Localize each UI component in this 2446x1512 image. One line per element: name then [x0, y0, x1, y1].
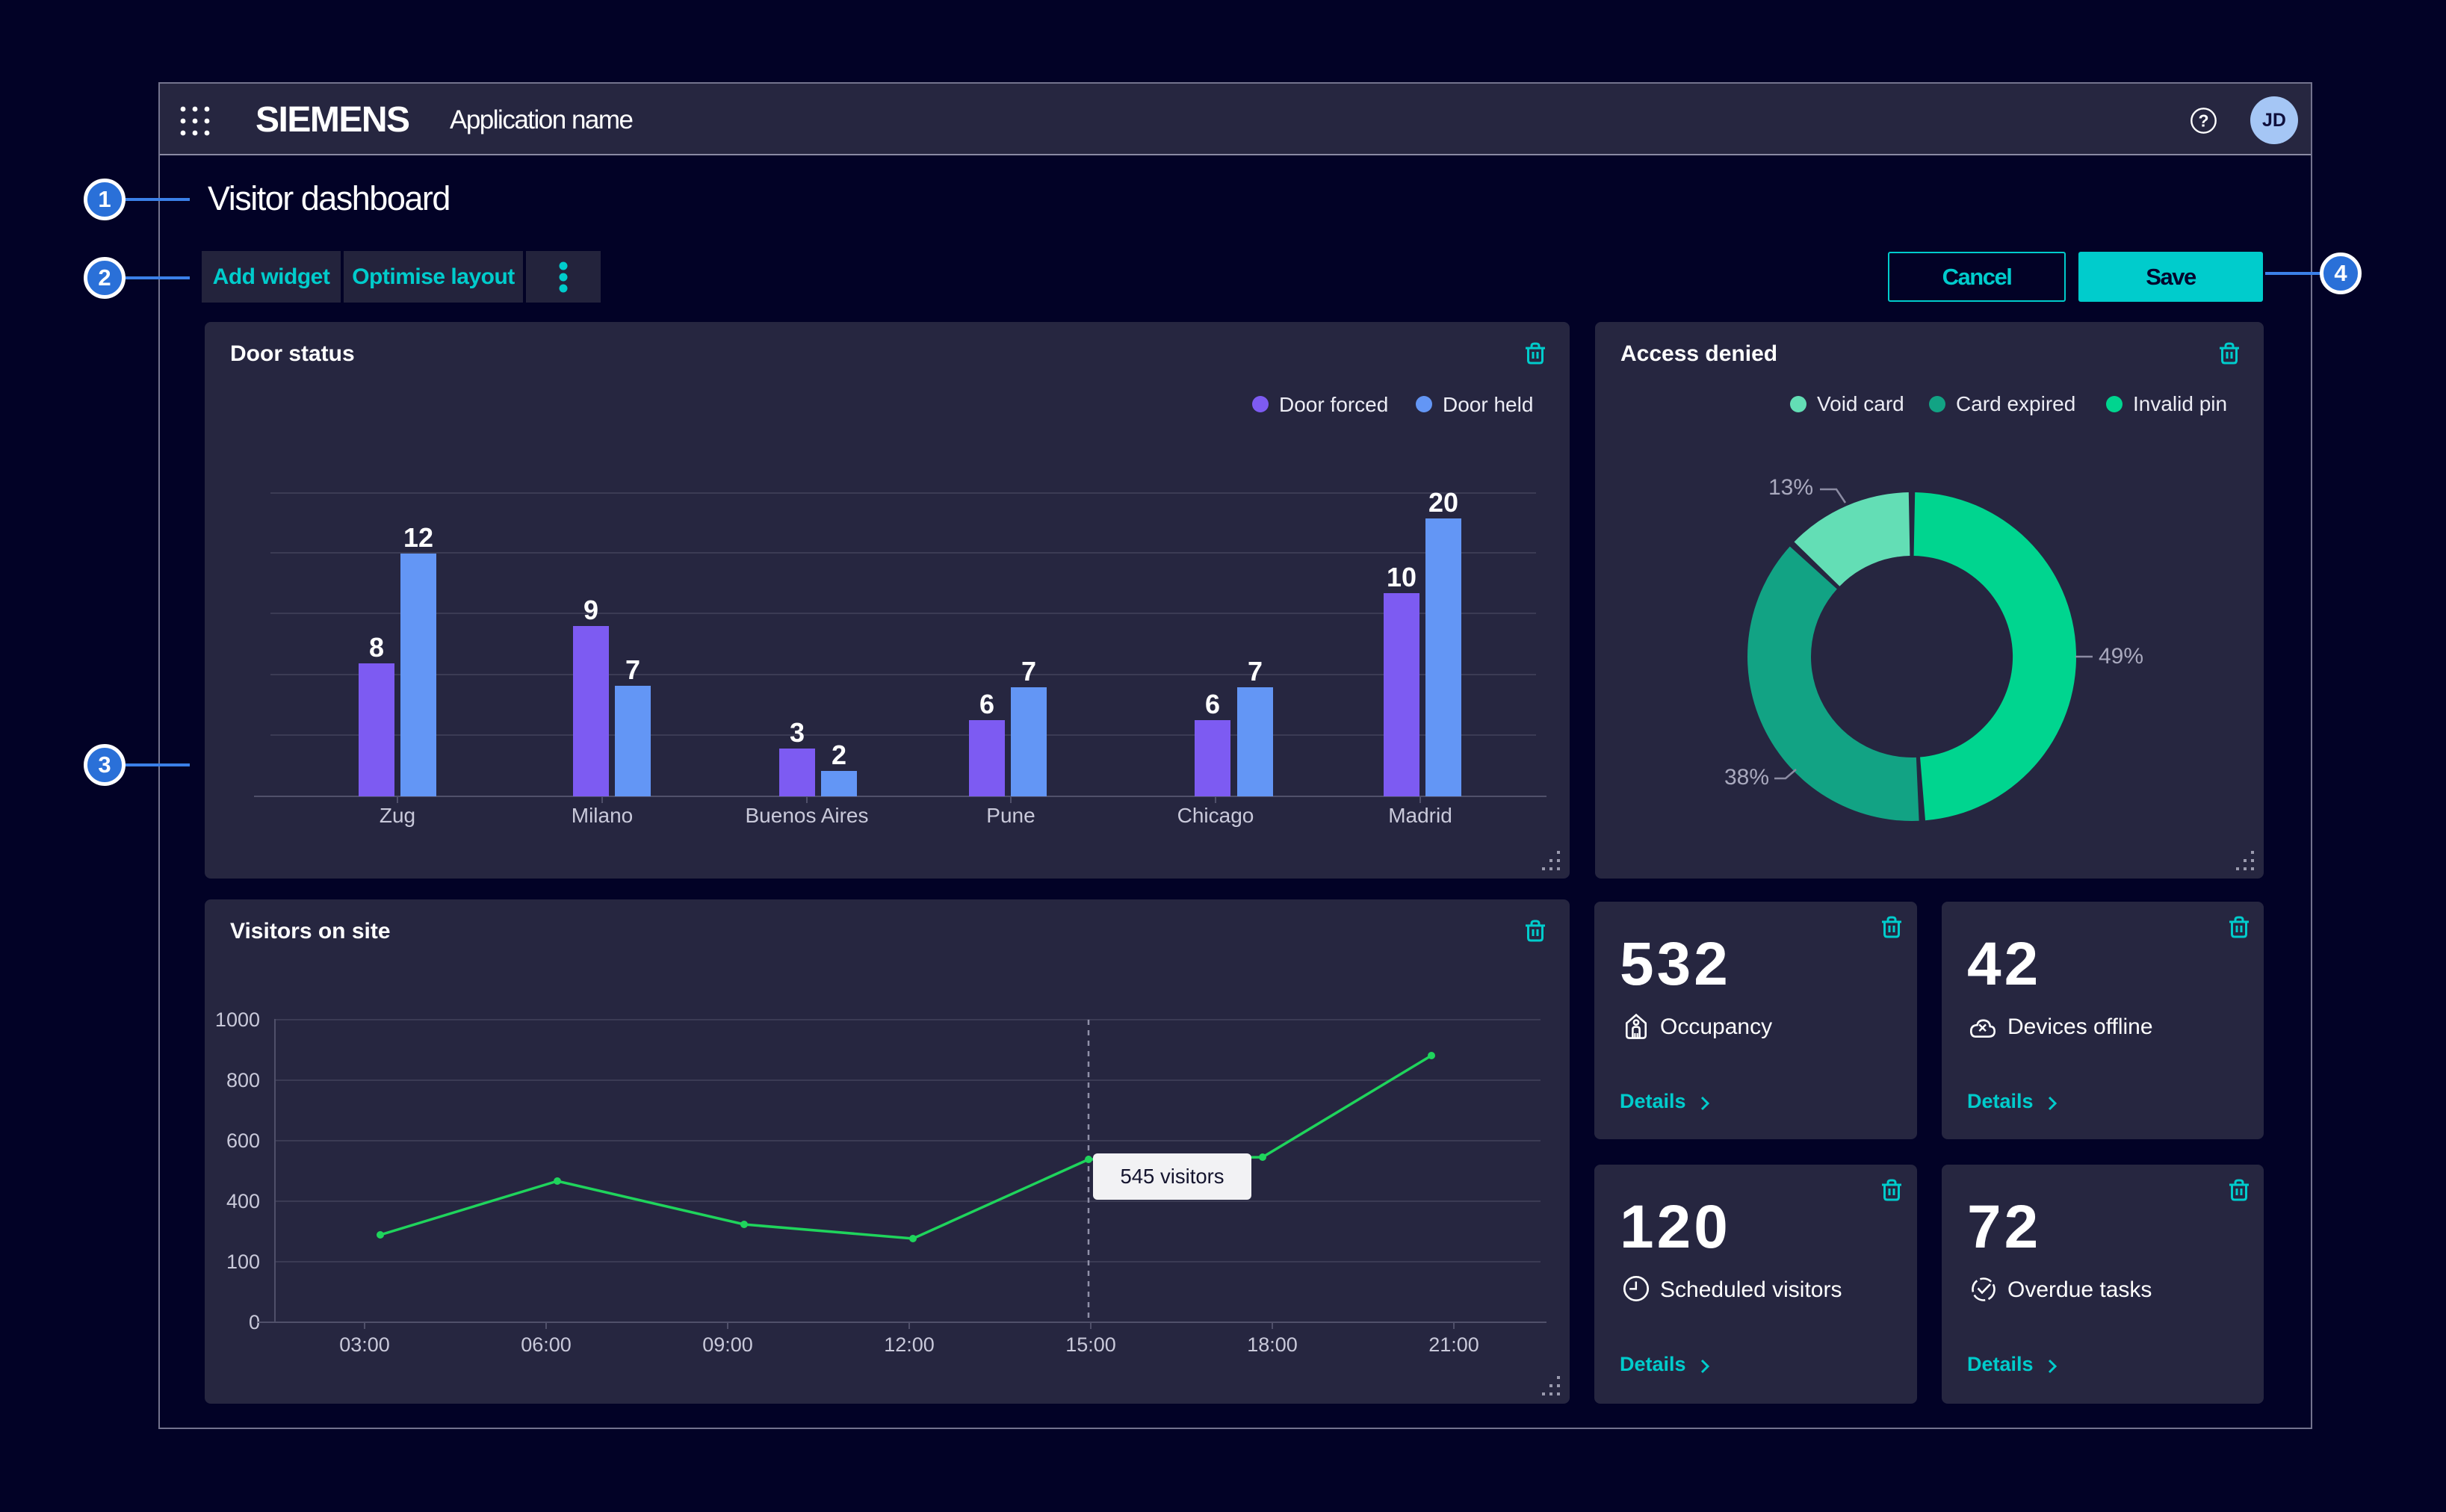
svg-text:?: ? — [2198, 111, 2208, 131]
